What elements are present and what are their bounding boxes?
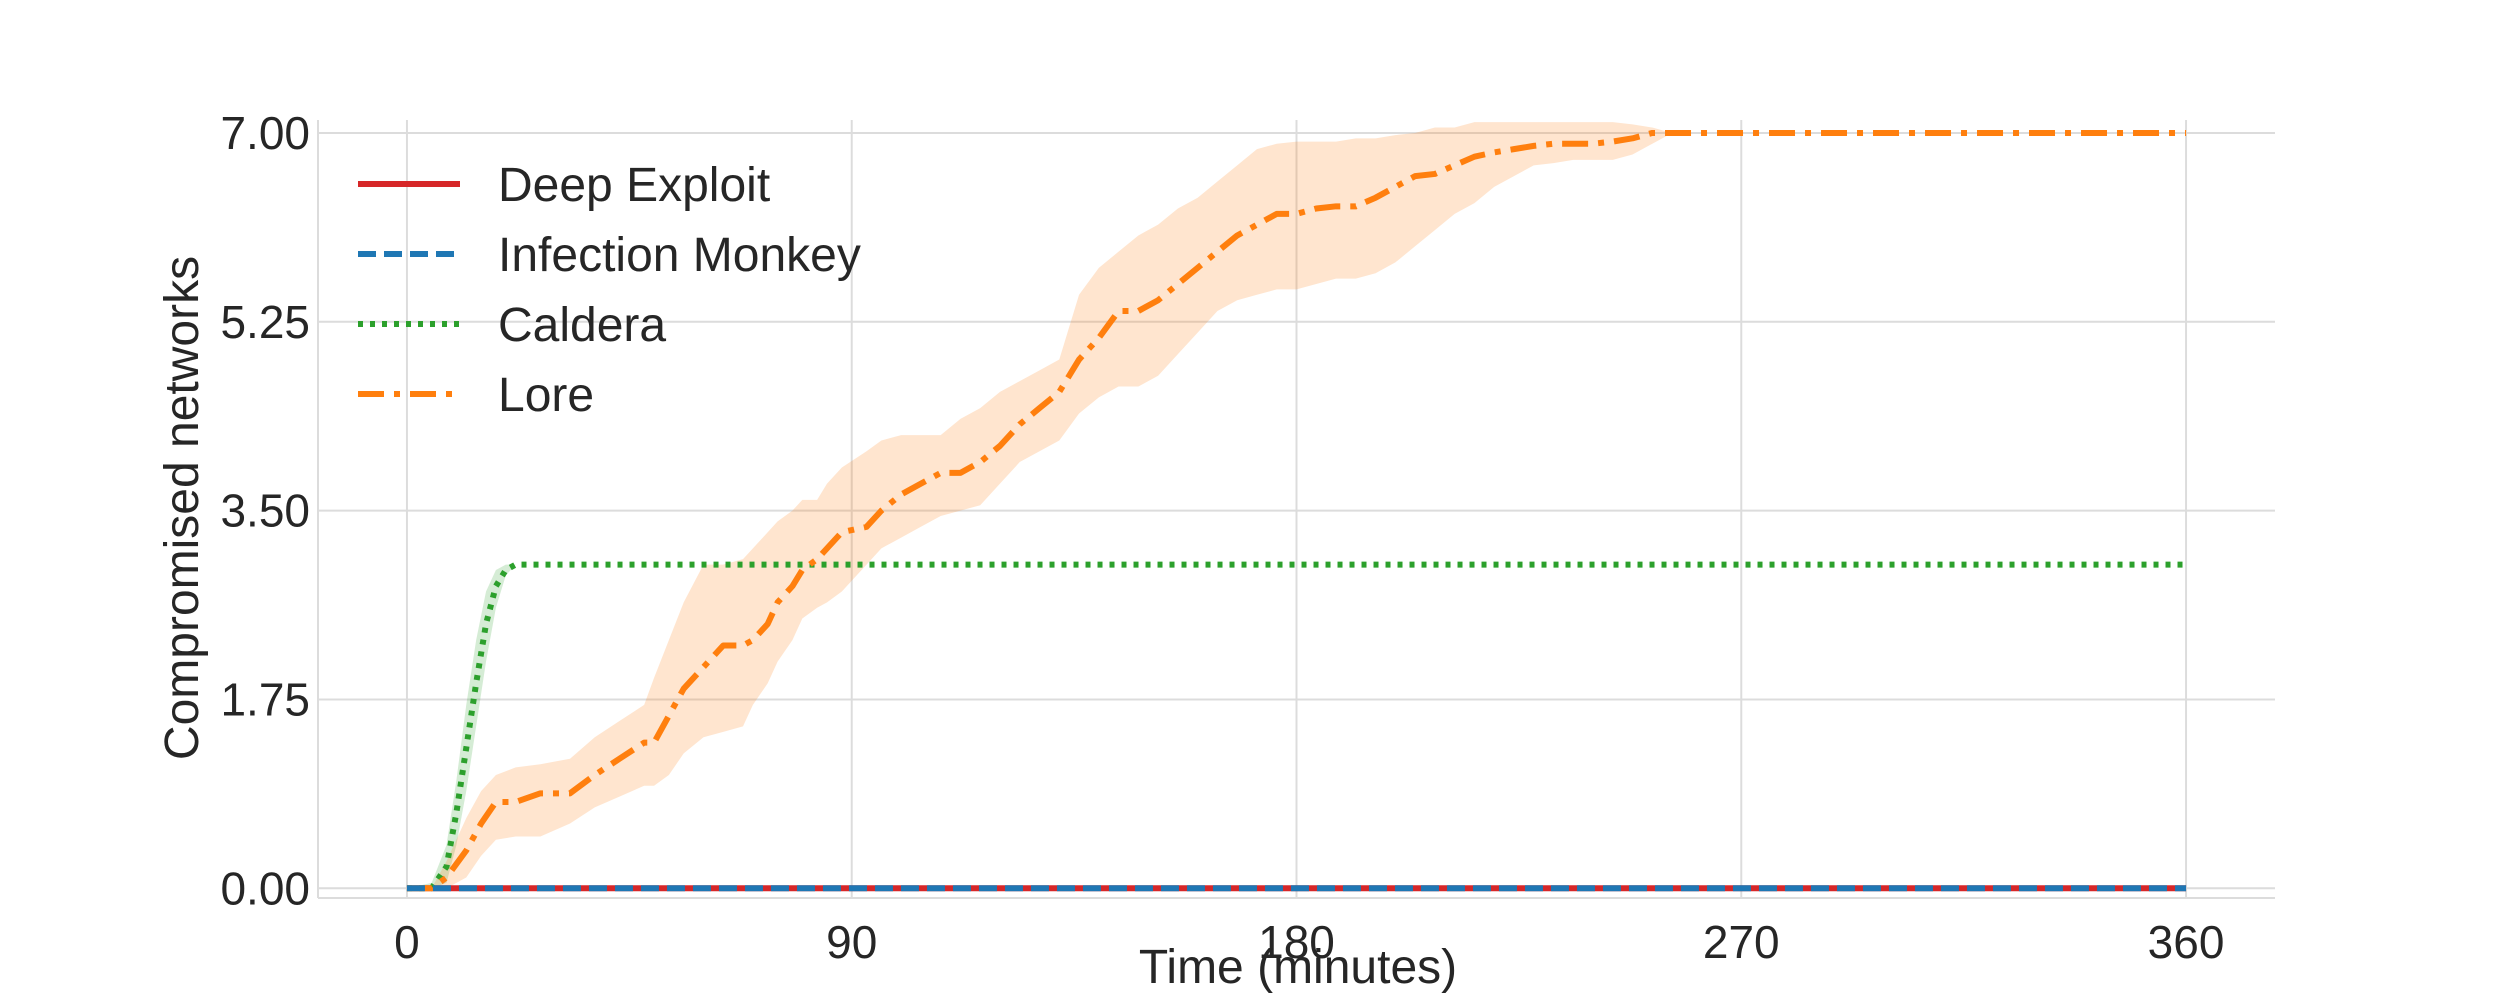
legend-label-infection-monkey: Infection Monkey [498,229,861,282]
y-axis-label: Compromised networks [156,256,209,760]
x-tick-label: 270 [1703,916,1780,968]
y-tick-label: 7.00 [220,107,310,159]
legend: Deep Exploit Infection Monkey Caldera Lore [358,159,861,422]
x-tick-label: 180 [1258,916,1335,968]
legend-label-lore: Lore [498,369,594,422]
series-lines [406,129,2187,892]
y-tick-label: 5.25 [220,296,310,348]
x-axis-label: Time (minutes) [1139,941,1457,994]
legend-label-caldera: Caldera [498,299,666,352]
x-tick-label: 90 [826,916,877,968]
lore-line [406,129,2187,892]
axes-spines [317,120,2275,899]
y-tick-label: 0.00 [220,862,310,914]
confidence-bands [406,122,2187,889]
x-tick-labels: 0 90 180 270 360 [394,916,2224,968]
lore-confidence-band [406,122,2187,889]
y-tick-label: 3.50 [220,485,310,537]
x-tick-label: 0 [394,916,420,968]
legend-label-deep-exploit: Deep Exploit [498,159,770,212]
y-tick-label: 1.75 [220,673,310,725]
y-tick-labels: 0.00 1.75 3.50 5.25 7.00 [220,107,310,914]
x-tick-label: 360 [2148,916,2225,968]
